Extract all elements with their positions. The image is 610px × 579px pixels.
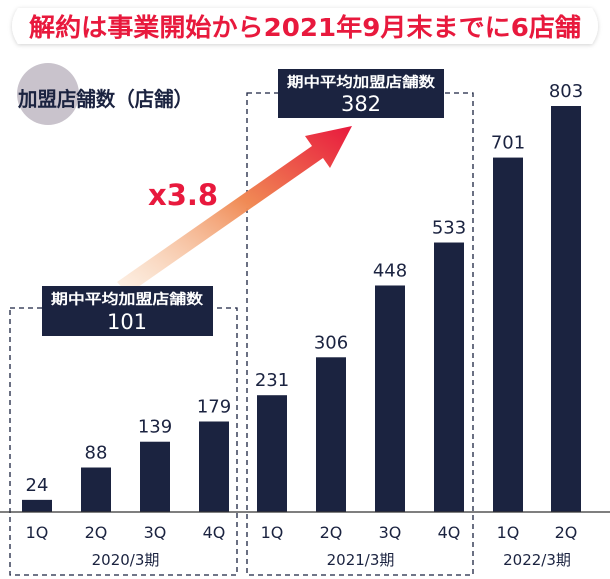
callout-2021: 期中平均加盟店舗数 382 — [278, 69, 444, 118]
unit-label-group: 加盟店舗数（店舗） — [17, 63, 193, 125]
callout-2020: 期中平均加盟店舗数 101 — [42, 286, 213, 336]
callout-2021-value: 382 — [341, 92, 381, 116]
callout-2020-title: 期中平均加盟店舗数 — [51, 291, 204, 308]
tick-label-9: 1Q — [497, 523, 520, 542]
tick-label-10: 2Q — [555, 523, 578, 542]
unit-label-circle — [17, 63, 79, 125]
bar-8 — [434, 242, 464, 513]
bar-9 — [493, 157, 523, 513]
bar-series — [22, 106, 581, 513]
period-label-2: 2021/3期 — [327, 551, 395, 569]
value-label-1: 24 — [26, 475, 49, 496]
tick-label-6: 2Q — [320, 523, 343, 542]
banner-shape — [12, 8, 598, 44]
tick-label-7: 3Q — [379, 523, 402, 542]
tick-label-4: 4Q — [203, 523, 226, 542]
callout-2020-value: 101 — [107, 310, 147, 334]
unit-label: 加盟店舗数（店舗） — [17, 87, 193, 111]
bar-3 — [140, 441, 170, 512]
value-label-5: 231 — [255, 370, 289, 391]
period-label-3: 2022/3期 — [503, 551, 571, 569]
growth-arrow-shape — [117, 126, 352, 294]
value-label-3: 139 — [138, 417, 172, 438]
multiplier-label: x3.8 — [148, 178, 218, 212]
growth-arrow — [117, 126, 352, 294]
banner-text: 解約は事業開始から2021年9月末までに6店舗 — [29, 13, 581, 42]
callout-2021-title: 期中平均加盟店舗数 — [287, 74, 436, 91]
bar-4 — [199, 421, 229, 512]
bar-10 — [551, 106, 581, 512]
value-label-6: 306 — [314, 332, 348, 353]
tick-label-2: 2Q — [85, 523, 108, 542]
value-label-4: 179 — [197, 396, 231, 417]
period-label-1: 2020/3期 — [92, 551, 160, 569]
value-label-8: 533 — [432, 218, 466, 239]
tick-label-3: 3Q — [144, 523, 167, 542]
value-label-2: 88 — [85, 443, 108, 464]
bar-7 — [375, 285, 405, 512]
tick-label-5: 1Q — [261, 523, 284, 542]
bar-6 — [316, 357, 346, 512]
bar-5 — [257, 395, 287, 512]
banner: 解約は事業開始から2021年9月末までに6店舗 — [12, 8, 598, 44]
value-label-10: 803 — [549, 81, 583, 102]
tick-label-8: 4Q — [438, 523, 461, 542]
bar-2 — [81, 467, 111, 512]
callout-2021-box — [278, 69, 444, 118]
tick-label-1: 1Q — [26, 523, 49, 542]
bar-1 — [22, 499, 52, 512]
period-labels: 2020/3期 2021/3期 2022/3期 — [92, 551, 571, 569]
value-label-9: 701 — [491, 133, 525, 154]
period-box-2020 — [9, 307, 238, 576]
value-labels: 24 88 139 179 231 306 448 533 701 803 — [26, 81, 584, 496]
callout-2020-box — [42, 286, 213, 336]
value-label-7: 448 — [373, 260, 407, 281]
tick-labels: 1Q 2Q 3Q 4Q 1Q 2Q 3Q 4Q 1Q 2Q — [26, 523, 578, 542]
